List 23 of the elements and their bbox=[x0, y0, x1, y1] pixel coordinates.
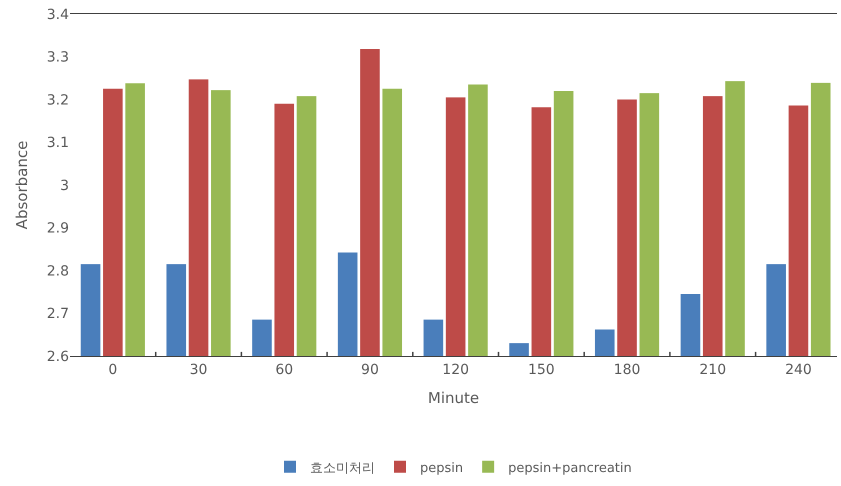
y-tick-label: 2.9 bbox=[46, 220, 69, 237]
y-tick-label: 3.1 bbox=[46, 135, 69, 152]
y-tick-label: 2.8 bbox=[46, 263, 69, 280]
y-tick-label: 3.2 bbox=[46, 92, 69, 108]
x-tick-label: 240 bbox=[785, 362, 812, 378]
y-axis-title: Absorbance bbox=[12, 140, 31, 230]
x-tick-label: 210 bbox=[699, 362, 726, 378]
y-tick-label: 3.3 bbox=[46, 50, 69, 66]
x-tick-label: 120 bbox=[442, 362, 470, 378]
x-tick-label: 90 bbox=[361, 362, 379, 378]
x-tick-label: 60 bbox=[275, 362, 294, 378]
x-tick-label: 180 bbox=[614, 362, 640, 378]
y-tick-label: 3 bbox=[60, 178, 69, 194]
legend-label: pepsin+pancreatin bbox=[508, 460, 632, 476]
x-tick-label: 0 bbox=[108, 362, 118, 378]
legend-label: pepsin bbox=[420, 460, 464, 476]
x-axis-title: Minute bbox=[428, 388, 480, 407]
x-tick-label: 150 bbox=[528, 362, 555, 378]
y-tick-label: 2.7 bbox=[46, 306, 69, 322]
x-tick-label: 30 bbox=[190, 362, 208, 378]
legend-label: 효소미처리 bbox=[310, 460, 375, 476]
y-tick-label: 2.6 bbox=[46, 348, 70, 365]
y-tick-label: 3.4 bbox=[46, 6, 70, 23]
